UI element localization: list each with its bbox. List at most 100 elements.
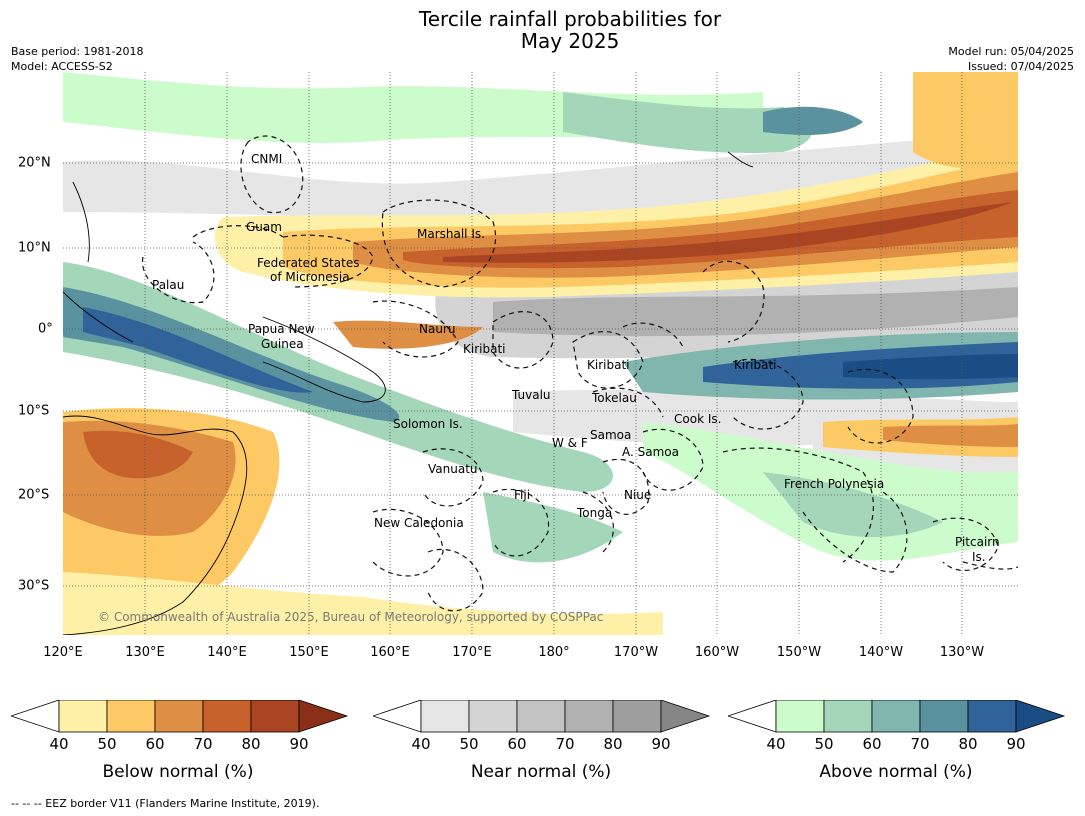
lon-label: 150°E <box>289 645 329 660</box>
lon-label: 180° <box>538 645 570 660</box>
issued-date: Issued: 07/04/2025 <box>967 60 1074 73</box>
label-french-polynesia: French Polynesia <box>784 477 884 491</box>
colorbar-segment <box>106 700 156 733</box>
label-american-samoa: A. Samoa <box>622 445 679 459</box>
lat-label: 0° <box>38 321 53 337</box>
colorbar-tick-label: 60 <box>145 735 165 753</box>
colorbar-high-extension <box>1015 700 1066 733</box>
label-vanuatu: Vanuatu <box>428 462 478 476</box>
place-labels: CNMI Guam Marshall Is. Federated States … <box>152 152 1000 564</box>
colorbar-tick-label: 40 <box>49 735 69 753</box>
colorbar-tick-label: 50 <box>459 735 479 753</box>
meta-left: Base period: 1981-2018 Model: ACCESS-S2 <box>11 44 143 74</box>
colorbar-label-below: Below normal (%) <box>102 762 254 782</box>
lat-label: 20°S <box>18 487 50 503</box>
label-guam: Guam <box>246 220 282 234</box>
label-kiribati-west: Kiribati <box>463 342 505 356</box>
colorbar-tick-label: 40 <box>411 735 431 753</box>
label-pitcairn-line-1: Pitcairn <box>955 535 1000 549</box>
colorbar-label-above: Above normal (%) <box>819 762 973 782</box>
lon-label: 130°E <box>125 645 165 660</box>
lon-label: 120°E <box>43 645 83 660</box>
lon-label: 150°W <box>776 645 822 660</box>
label-tonga: Tonga <box>576 506 612 520</box>
lon-label: 160°W <box>694 645 740 660</box>
colorbar-segment <box>202 700 252 733</box>
lon-label: 140°W <box>858 645 904 660</box>
colorbar-segment <box>823 700 873 733</box>
label-palau: Palau <box>152 278 184 292</box>
label-kiribati-east: Kiribati <box>734 358 776 372</box>
map-title: Tercile rainfall probabilities for May 2… <box>0 8 1085 52</box>
colorbar-tick-label: 80 <box>958 735 978 753</box>
colorbar-tick-label: 80 <box>603 735 623 753</box>
lon-label: 160°E <box>370 645 410 660</box>
lat-label: 30°S <box>18 578 50 594</box>
colorbar-segment <box>420 700 470 733</box>
title-line-1: Tercile rainfall probabilities for <box>418 7 722 31</box>
colorbar-label-near: Near normal (%) <box>470 762 612 782</box>
label-solomon-is: Solomon Is. <box>393 417 463 431</box>
label-niue: Niue <box>624 488 651 502</box>
colorbar-segment <box>516 700 566 733</box>
colorbar-tick-label: 90 <box>1006 735 1026 753</box>
colorbar-segment <box>564 700 614 733</box>
label-tuvalu: Tuvalu <box>511 388 551 402</box>
above-normal-field <box>63 72 1018 563</box>
lon-label: 130°W <box>939 645 985 660</box>
label-fsm-line-2: of Micronesia <box>270 270 350 284</box>
colorbar-near-normal <box>373 700 711 733</box>
colorbar-segment <box>775 700 825 733</box>
lon-label: 140°E <box>207 645 247 660</box>
eez-footnote: -- -- -- EEZ border V11 (Flanders Marine… <box>11 797 320 810</box>
label-marshall-is: Marshall Is. <box>417 227 485 241</box>
colorbar-segment <box>967 700 1017 733</box>
label-tokelau: Tokelau <box>591 391 637 405</box>
colorbar-below-normal <box>11 700 349 733</box>
lat-label: 20°N <box>18 155 51 171</box>
lat-label: 10°S <box>18 403 50 419</box>
label-kiribati-central: Kiribati <box>587 358 629 372</box>
label-png-line-2: Guinea <box>261 337 304 351</box>
lat-label: 10°N <box>18 240 51 256</box>
colorbar-segment <box>58 700 108 733</box>
colorbar-tick-label: 90 <box>651 735 671 753</box>
label-wallis-futuna: W & F <box>552 436 588 450</box>
colorbar-high-extension <box>298 700 349 733</box>
colorbar-tick-label: 60 <box>507 735 527 753</box>
eez-borders <box>142 135 1018 612</box>
model-run: Model run: 05/04/2025 <box>948 45 1074 58</box>
colorbar-tick-label: 60 <box>862 735 882 753</box>
coastlines <box>63 151 754 635</box>
colorbar-segment <box>468 700 518 733</box>
colorbar-tick-label: 90 <box>289 735 309 753</box>
label-pitcairn-line-2: Is. <box>972 550 986 564</box>
colorbar-above-normal <box>728 700 1066 733</box>
label-new-caledonia: New Caledonia <box>374 516 464 530</box>
colorbar-tick-label: 80 <box>241 735 261 753</box>
label-cook-is: Cook Is. <box>674 412 721 426</box>
label-fiji: Fiji <box>514 488 530 502</box>
colorbar-low-extension <box>728 700 777 733</box>
lon-label: 170°E <box>452 645 492 660</box>
colorbar-tick-label: 50 <box>97 735 117 753</box>
copyright-notice: © Commonwealth of Australia 2025, Bureau… <box>98 610 603 624</box>
label-samoa: Samoa <box>590 428 631 442</box>
colorbar-tick-label: 70 <box>555 735 575 753</box>
label-nauru: Nauru <box>419 322 455 336</box>
base-period: Base period: 1981-2018 <box>11 45 144 58</box>
lon-label: 170°W <box>613 645 659 660</box>
colorbar-high-extension <box>660 700 711 733</box>
label-png-line-1: Papua New <box>248 322 315 336</box>
label-cnmi: CNMI <box>251 152 282 166</box>
colorbar-low-extension <box>373 700 422 733</box>
label-fsm-line-1: Federated States <box>257 256 359 270</box>
colorbar-segment <box>612 700 662 733</box>
below-normal-field <box>63 72 1018 635</box>
colorbar-segment <box>250 700 300 733</box>
colorbar-segment <box>871 700 921 733</box>
model-name: Model: ACCESS-S2 <box>11 60 113 73</box>
colorbar-tick-label: 70 <box>193 735 213 753</box>
colorbar-tick-label: 70 <box>910 735 930 753</box>
colorbar-segment <box>919 700 969 733</box>
